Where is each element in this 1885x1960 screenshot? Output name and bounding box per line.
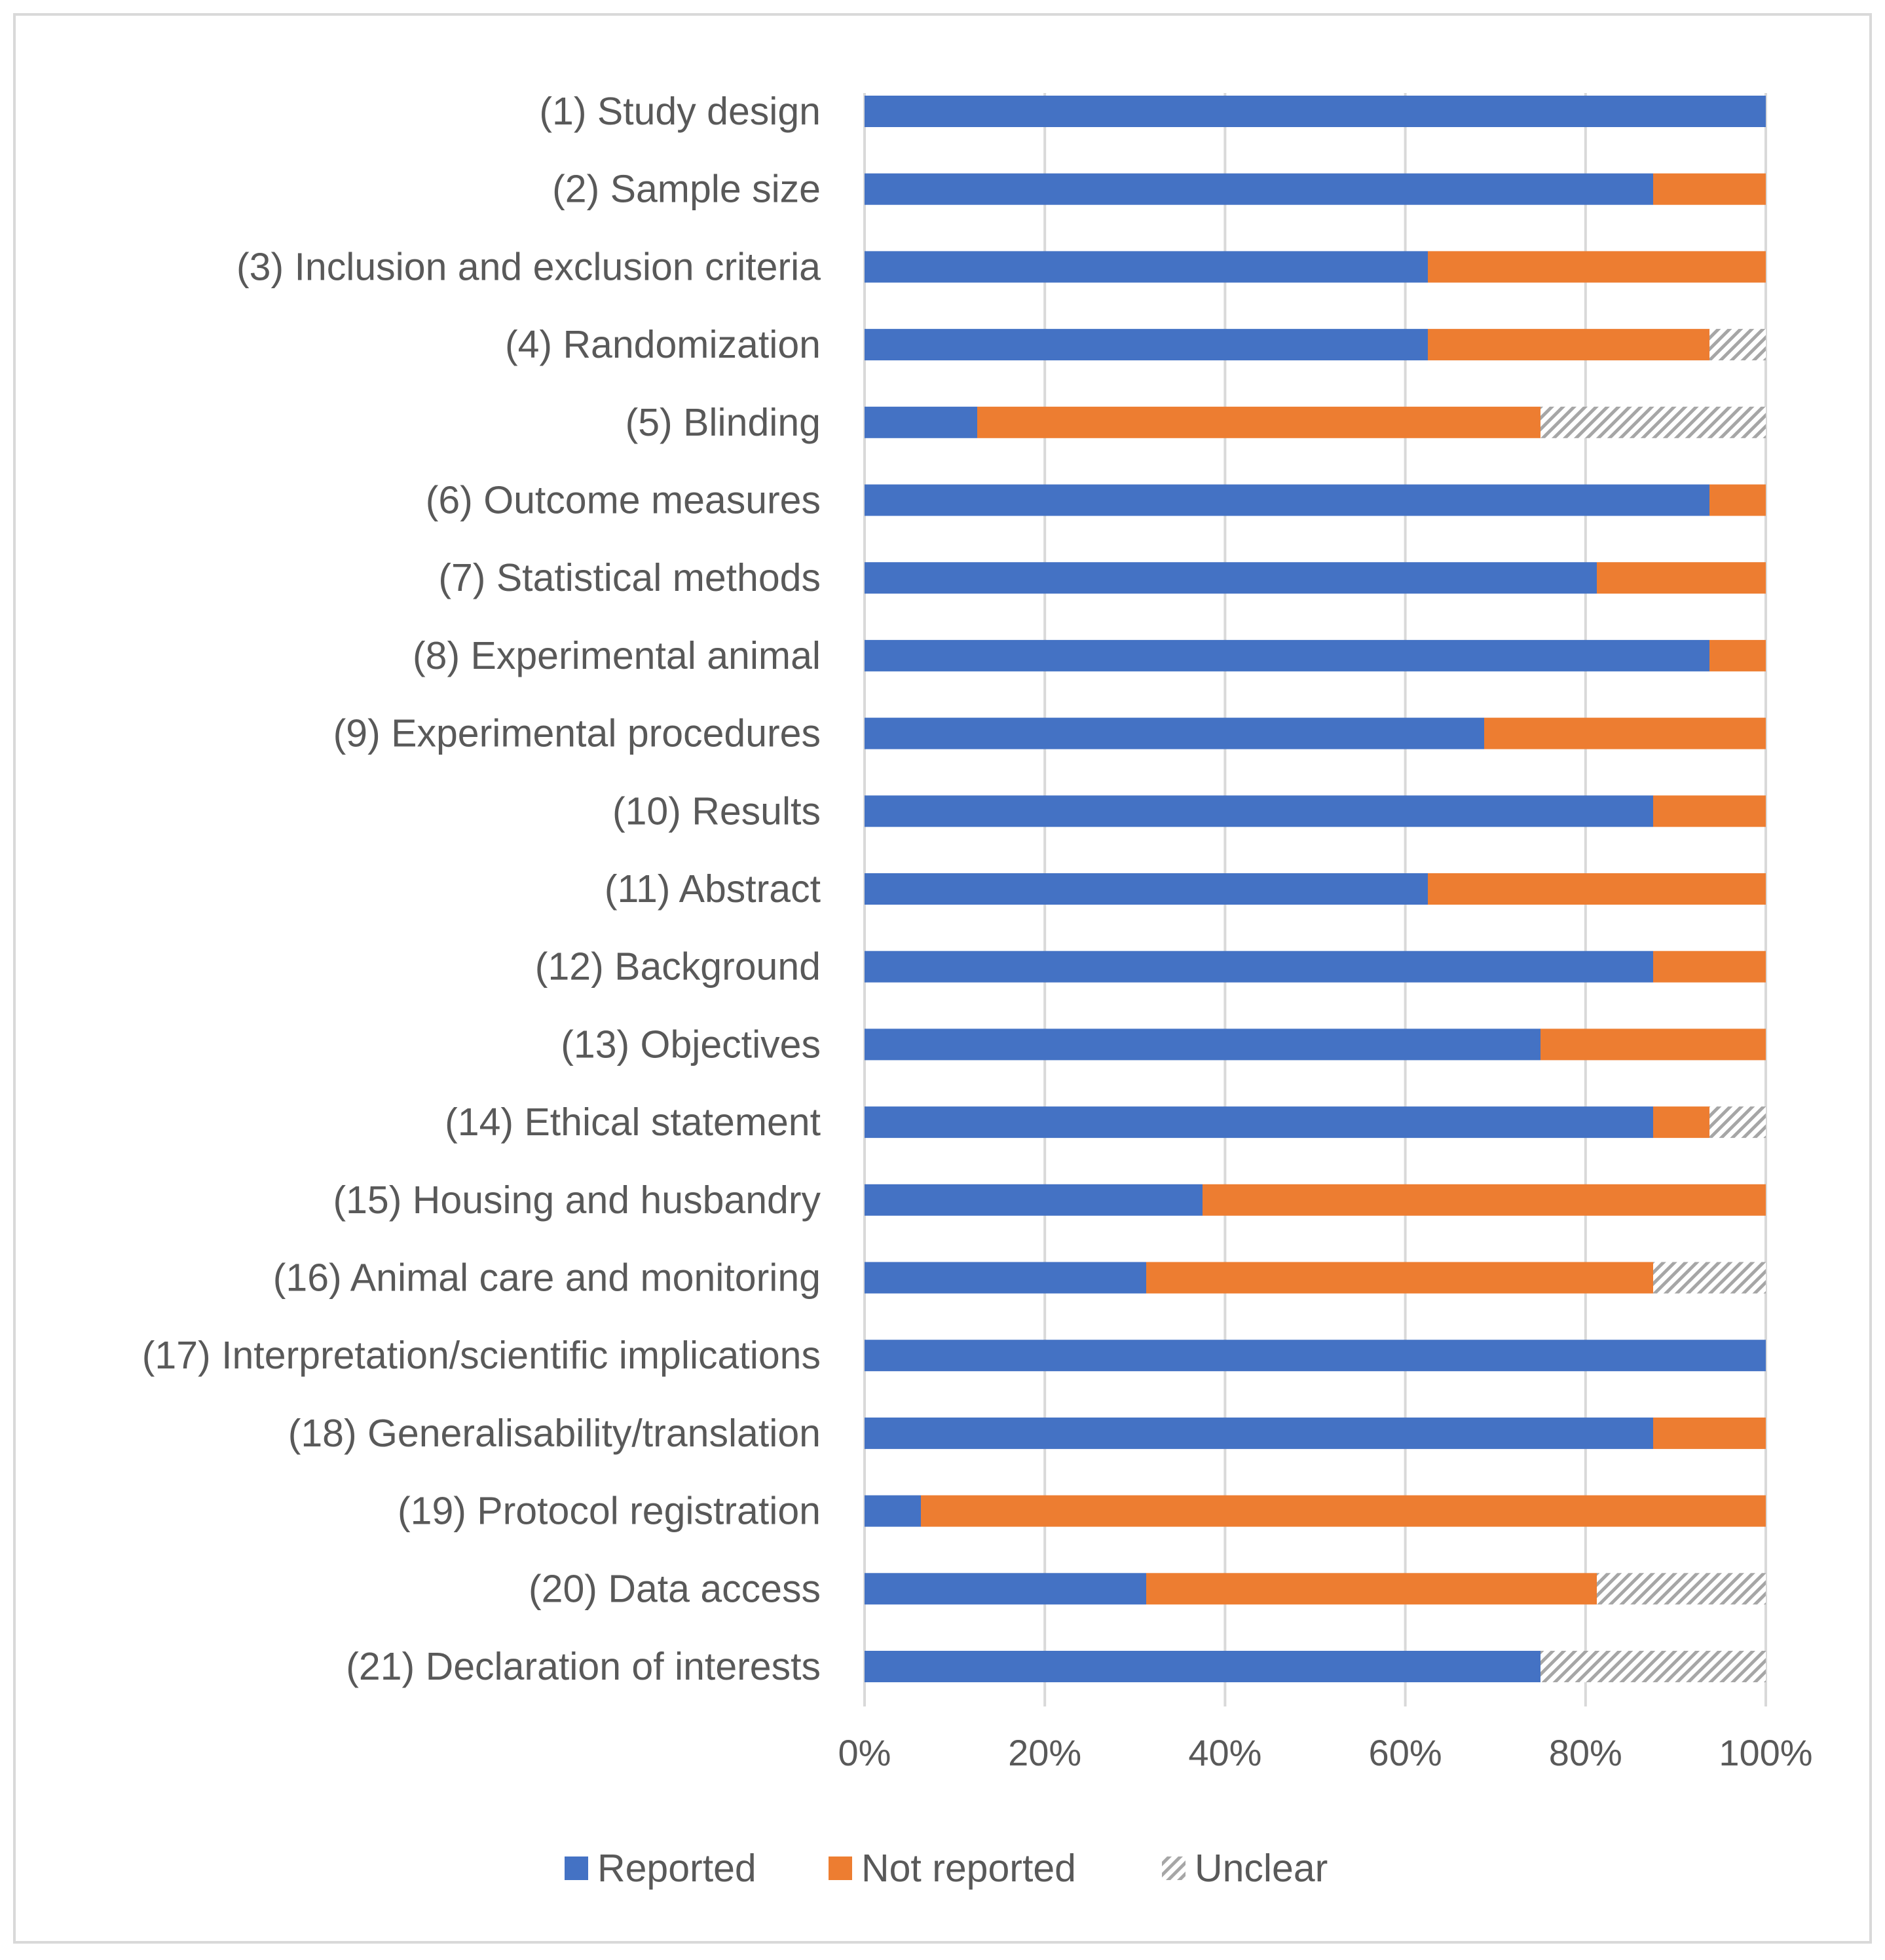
- bar-segment: [865, 639, 1709, 671]
- bar-segment: [1653, 173, 1766, 205]
- bar-segment: [1709, 329, 1766, 361]
- legend-swatch: [565, 1856, 588, 1880]
- bar-segment: [1428, 329, 1709, 361]
- bar-segment: [865, 1651, 1540, 1682]
- category-label: (8) Experimental animal: [413, 634, 821, 677]
- category-label: (3) Inclusion and exclusion criteria: [236, 245, 821, 288]
- bar-segment: [1597, 562, 1766, 594]
- legend: Reported Not reported Unclear: [565, 1847, 1328, 1890]
- category-label: (19) Protocol registration: [398, 1490, 821, 1533]
- bar-segment: [865, 329, 1428, 361]
- category-label: (1) Study design: [539, 90, 821, 133]
- legend-label: Not reported: [861, 1847, 1076, 1890]
- bar-segment: [1653, 1417, 1766, 1449]
- bar-segment: [1709, 484, 1766, 516]
- bar-segment: [1653, 1106, 1709, 1139]
- category-label: (21) Declaration of interests: [346, 1645, 821, 1688]
- category-label: (10) Results: [612, 789, 821, 833]
- bar-segment: [1653, 1262, 1766, 1294]
- x-tick-label: 0%: [838, 1732, 891, 1773]
- bar-segment: [865, 1184, 1203, 1216]
- legend-label: Reported: [597, 1847, 756, 1890]
- bar-segment: [1146, 1262, 1653, 1294]
- bar-segment: [865, 406, 977, 438]
- bars: [865, 96, 1766, 1682]
- bar-segment: [865, 484, 1709, 516]
- bar-segment: [1709, 1106, 1766, 1139]
- bar-segment: [865, 1028, 1540, 1061]
- category-label: (12) Background: [535, 945, 821, 989]
- x-tick-label: 40%: [1188, 1732, 1261, 1773]
- legend-label: Unclear: [1195, 1847, 1328, 1890]
- bar-segment: [1540, 1028, 1766, 1061]
- bar-segment: [865, 173, 1653, 205]
- x-tick-label: 60%: [1369, 1732, 1442, 1773]
- bar-segment: [865, 717, 1484, 749]
- category-label: (14) Ethical statement: [445, 1101, 821, 1144]
- bar-segment: [1597, 1573, 1766, 1605]
- legend-swatch: [829, 1856, 852, 1880]
- bar-segment: [1540, 1651, 1766, 1682]
- bar-segment: [1484, 717, 1766, 749]
- bar-segment: [865, 96, 1766, 127]
- bar-segment: [865, 1262, 1146, 1294]
- bar-segment: [1540, 406, 1766, 438]
- bar-segment: [865, 1495, 921, 1527]
- bar-segment: [1146, 1573, 1597, 1605]
- category-labels: (1) Study design (2) Sample size (3) Inclu…: [142, 90, 821, 1688]
- bar-segment: [865, 873, 1428, 905]
- category-label: (7) Statistical methods: [438, 556, 821, 599]
- bar-segment: [865, 1340, 1766, 1372]
- legend-swatch: [1162, 1856, 1185, 1880]
- category-label: (9) Experimental procedures: [333, 712, 821, 755]
- bar-segment: [1653, 951, 1766, 983]
- category-label: (16) Animal care and monitoring: [273, 1256, 821, 1300]
- bar-segment: [865, 562, 1597, 594]
- bar-segment: [977, 406, 1540, 438]
- bar-segment: [865, 1573, 1146, 1605]
- bar-segment: [865, 1106, 1653, 1139]
- bar-segment: [1203, 1184, 1766, 1216]
- category-label: (20) Data access: [529, 1567, 821, 1610]
- category-label: (17) Interpretation/scientific implicati…: [142, 1334, 821, 1377]
- bar-segment: [865, 251, 1428, 283]
- bar-segment: [865, 951, 1653, 983]
- category-label: (4) Randomization: [505, 323, 821, 366]
- x-tick-label: 100%: [1719, 1732, 1812, 1773]
- bar-segment: [921, 1495, 1766, 1527]
- bar-segment: [1653, 795, 1766, 827]
- x-tick-labels: 0% 20% 40% 60% 80% 100%: [838, 1732, 1813, 1773]
- category-label: (15) Housing and husbandry: [333, 1178, 821, 1222]
- bar-segment: [1709, 639, 1766, 671]
- category-label: (6) Outcome measures: [426, 479, 821, 522]
- bar-segment: [1428, 251, 1766, 283]
- x-tick-label: 20%: [1008, 1732, 1081, 1773]
- bar-segment: [865, 1417, 1653, 1449]
- category-label: (18) Generalisability/translation: [288, 1412, 821, 1455]
- category-label: (13) Objectives: [561, 1023, 821, 1066]
- category-label: (5) Blinding: [625, 401, 821, 444]
- category-label: (2) Sample size: [552, 168, 821, 211]
- category-label: (11) Abstract: [605, 867, 821, 911]
- bar-segment: [865, 795, 1653, 827]
- bar-segment: [1428, 873, 1766, 905]
- x-tick-label: 80%: [1549, 1732, 1622, 1773]
